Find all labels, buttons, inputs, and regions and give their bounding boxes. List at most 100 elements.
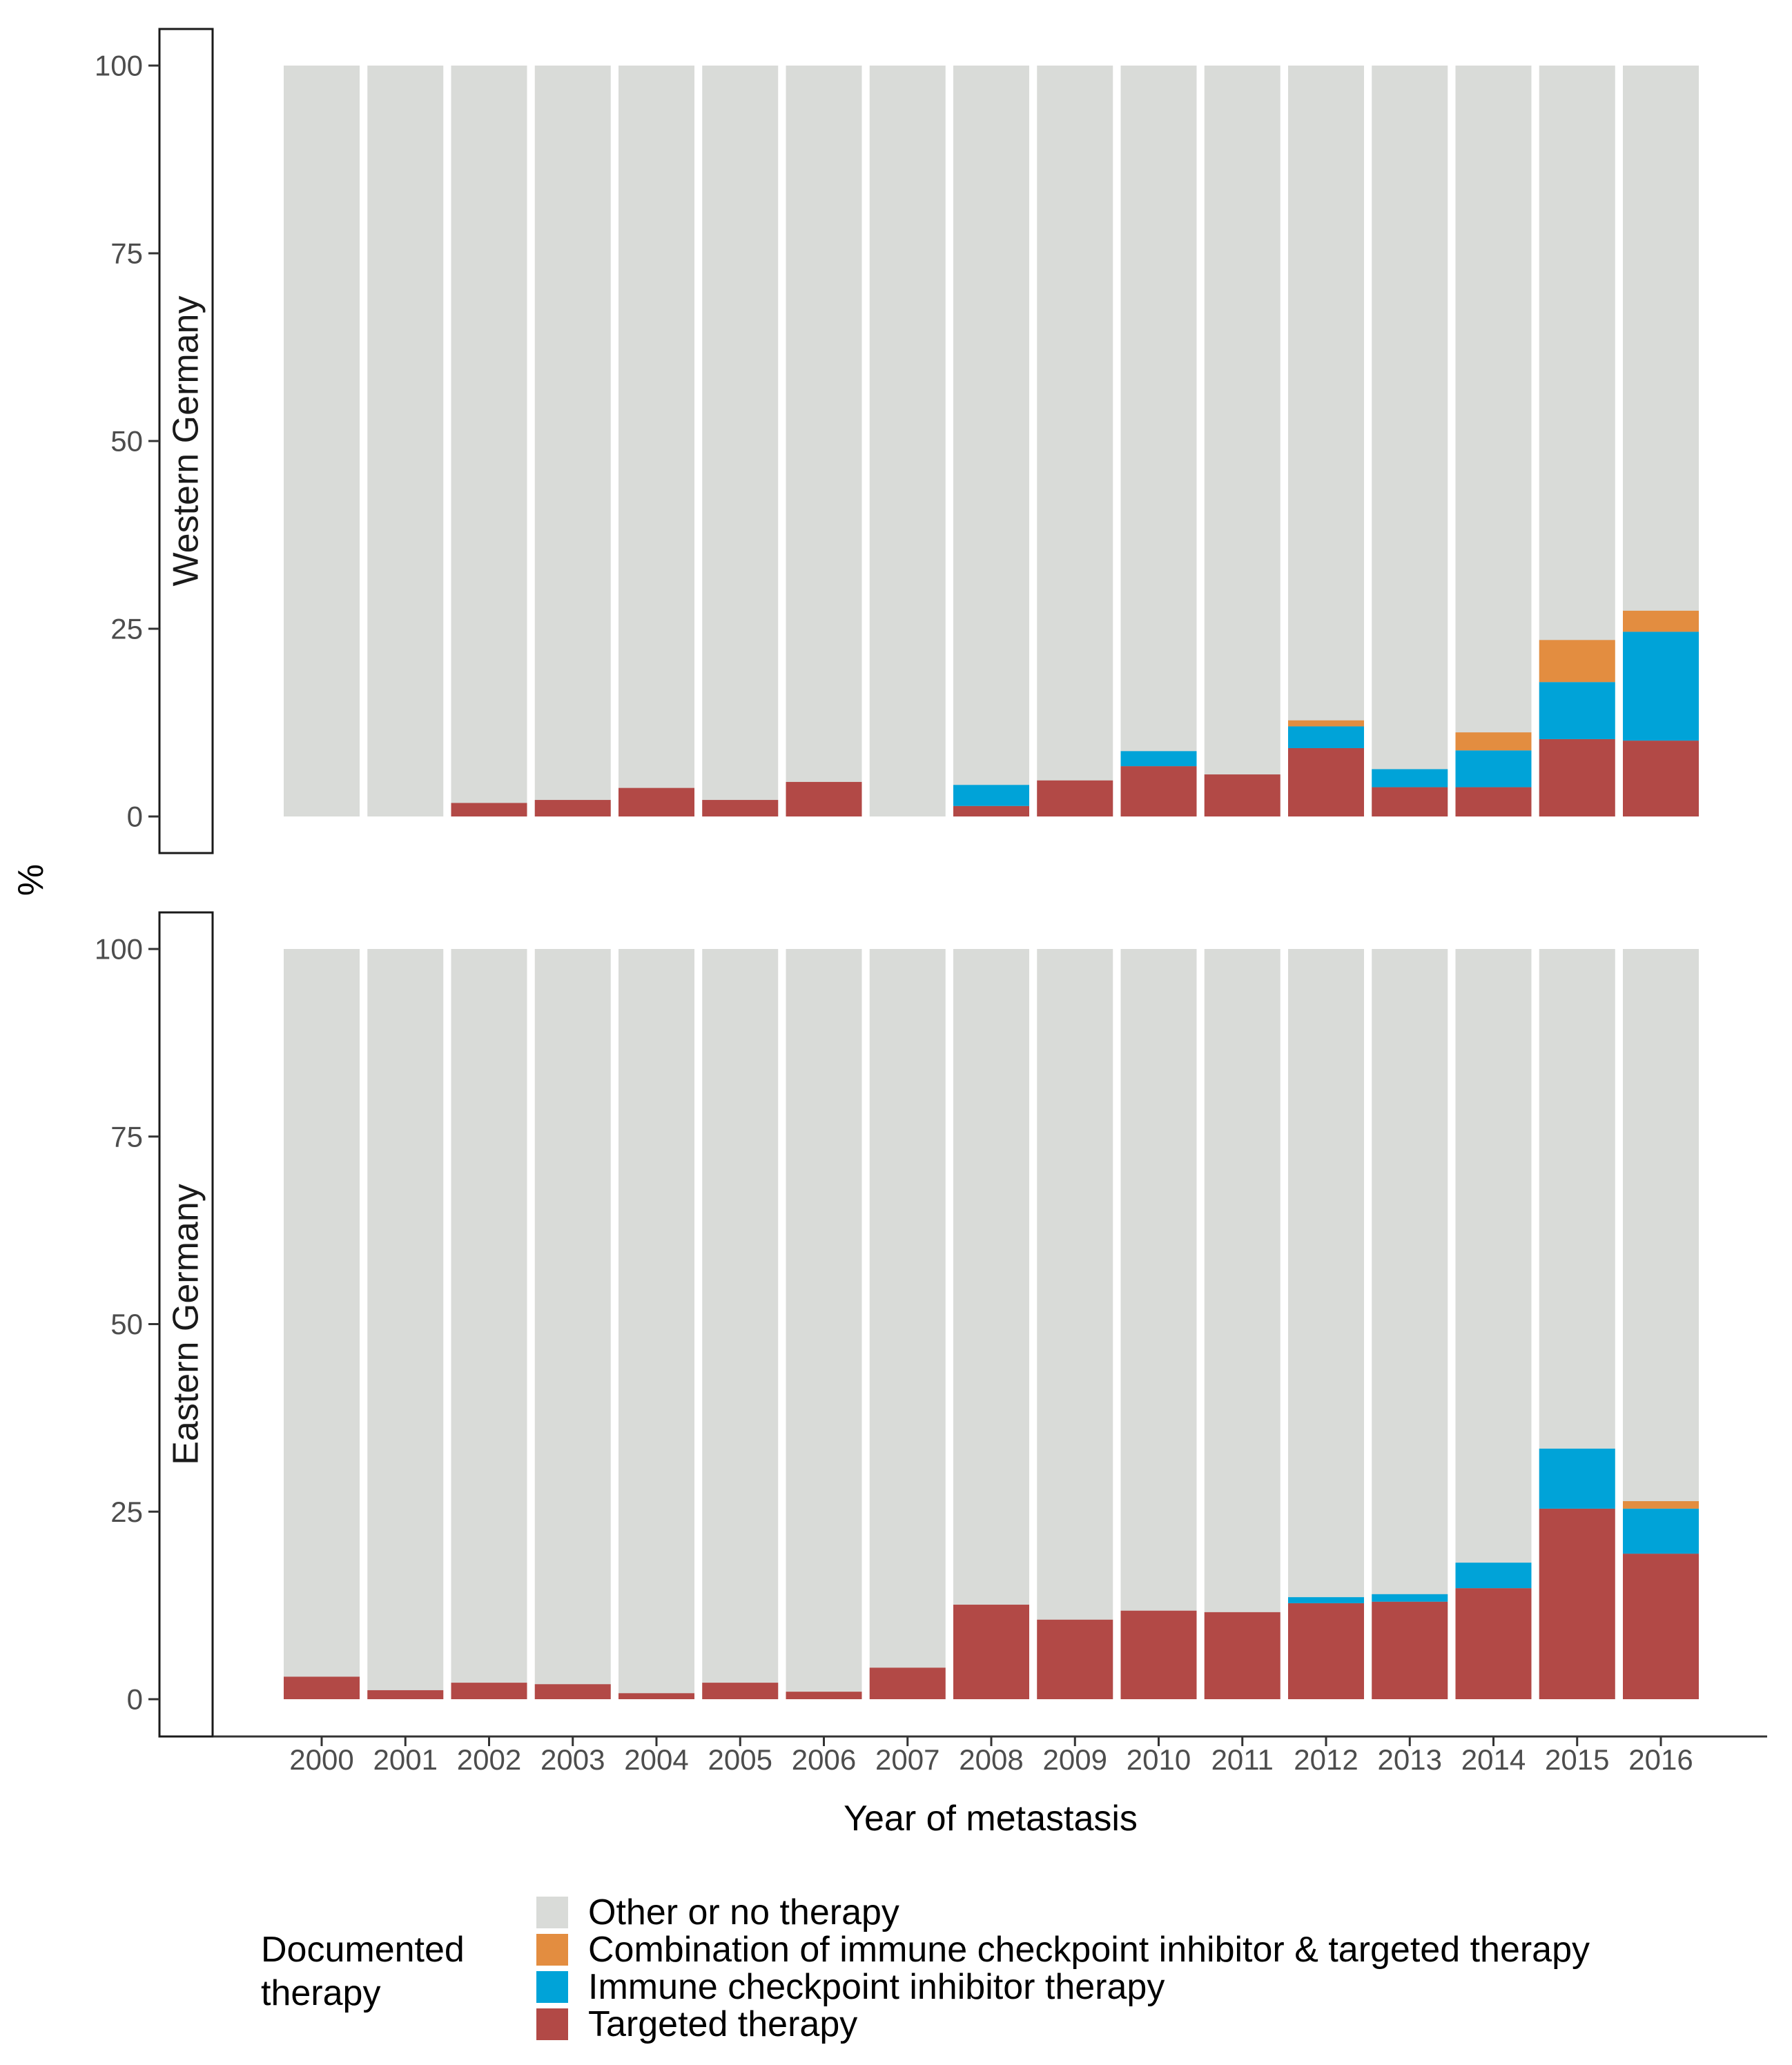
x-tick-label: 2014 [1461,1743,1526,1776]
y-tick-label: 75 [110,1120,143,1153]
panel-strip-box [158,911,214,1738]
x-tick-label: 2002 [457,1743,521,1776]
bar-immune-2015 [1539,1448,1615,1509]
bar-other-2007 [869,66,946,816]
bar-other-2011 [1204,66,1280,816]
bar-other-2006 [786,66,862,816]
y-axis-title: % [11,864,51,896]
bar-other-2012 [1288,66,1364,816]
y-tick-label: 25 [110,1496,143,1528]
bar-targeted-2014 [1455,1588,1532,1699]
bar-other-2011 [1204,949,1280,1699]
bar-targeted-2002 [451,1683,527,1699]
bar-other-2013 [1372,949,1448,1699]
bar-immune-2013 [1372,769,1448,787]
bar-targeted-2007 [869,1667,946,1699]
x-tick-label: 2011 [1211,1743,1274,1776]
bar-targeted-2015 [1539,1508,1615,1699]
x-tick-label: 2015 [1545,1743,1609,1776]
bar-immune-2008 [953,785,1029,806]
bar-targeted-2006 [786,781,862,816]
y-tick-label: 50 [110,1308,143,1340]
x-tick-label: 2016 [1628,1743,1693,1776]
bar-immune-2016 [1623,1508,1699,1554]
bar-targeted-2004 [619,787,694,816]
x-tick-label: 2005 [708,1743,772,1776]
y-tick-label: 50 [110,425,143,458]
bar-targeted-2001 [367,1690,444,1699]
bar-combination-2016 [1623,610,1699,632]
bar-targeted-2009 [1037,780,1113,816]
legend-label-targeted: Targeted therapy [588,2004,857,2044]
y-tick-label: 0 [127,1683,143,1716]
x-tick-label: 2008 [959,1743,1023,1776]
bar-other-2008 [953,949,1029,1699]
bar-targeted-2010 [1120,1610,1197,1699]
x-tick-label: 2000 [289,1743,353,1776]
bar-targeted-2000 [284,1676,360,1699]
legend-swatch-other [536,1897,568,1928]
bar-immune-2016 [1623,632,1699,741]
x-tick-label: 2009 [1043,1743,1107,1776]
bar-combination-2015 [1539,640,1615,683]
x-tick-label: 2003 [540,1743,605,1776]
x-tick-label: 2001 [373,1743,438,1776]
bar-immune-2014 [1455,750,1532,787]
panel-strip-label: Eastern Germany [166,1184,206,1465]
bar-other-2006 [786,949,862,1699]
bar-other-2001 [367,66,444,816]
bar-other-2013 [1372,66,1448,816]
bar-other-2007 [869,949,946,1699]
legend-label-immune: Immune checkpoint inhibitor therapy [588,1967,1165,2007]
bar-combination-2012 [1288,720,1364,727]
bar-immune-2013 [1372,1594,1448,1602]
bar-immune-2010 [1120,751,1197,767]
bar-other-2000 [284,66,360,816]
bar-other-2010 [1120,949,1197,1699]
legend: Documented therapy Other or no therapyCo… [261,1892,1590,2044]
bar-targeted-2005 [702,800,779,816]
bar-targeted-2014 [1455,787,1532,816]
bar-combination-2014 [1455,732,1532,751]
legend-title-line-2: therapy [261,1973,380,2013]
bar-immune-2012 [1288,1597,1364,1603]
bar-other-2004 [619,949,694,1699]
bar-other-2004 [619,66,694,816]
bar-other-2003 [534,66,611,816]
bar-targeted-2013 [1372,787,1448,816]
panel-strip-label: Western Germany [166,296,206,587]
bar-other-2002 [451,66,527,816]
x-tick-label: 2006 [792,1743,856,1776]
chart-panels: Western Germany 0 25 50 75 100 Eastern Germany… [95,28,1767,1776]
bar-immune-2015 [1539,682,1615,739]
bar-other-2009 [1037,66,1113,816]
bar-targeted-2010 [1120,766,1197,816]
bar-targeted-2006 [786,1692,862,1699]
x-tick-label: 2004 [624,1743,688,1776]
bar-other-2001 [367,949,444,1699]
bar-targeted-2016 [1623,1554,1699,1699]
x-tick-label: 2010 [1127,1743,1191,1776]
bar-combination-2016 [1623,1501,1699,1509]
bar-other-2000 [284,949,360,1699]
bar-other-2010 [1120,66,1197,816]
bar-targeted-2011 [1204,1612,1280,1699]
bar-other-2003 [534,949,611,1699]
bar-other-2005 [702,66,779,816]
bar-other-2008 [953,66,1029,816]
bar-targeted-2008 [953,1605,1029,1699]
y-tick-label: 75 [110,237,143,270]
bar-other-2014 [1455,66,1532,816]
legend-title-line-1: Documented [261,1930,465,1970]
bar-targeted-2003 [534,1684,611,1699]
panel-strip-box [158,28,214,854]
bar-other-2009 [1037,949,1113,1699]
x-tick-label: 2013 [1378,1743,1442,1776]
bar-targeted-2008 [953,805,1029,816]
y-tick-label: 100 [95,933,143,966]
bar-immune-2012 [1288,726,1364,748]
bar-other-2002 [451,949,527,1699]
bar-targeted-2012 [1288,1603,1364,1699]
